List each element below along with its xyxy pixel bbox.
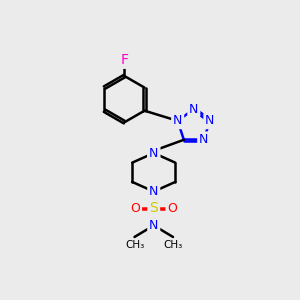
Text: N: N: [149, 146, 158, 160]
Text: N: N: [149, 219, 158, 232]
Text: N: N: [199, 133, 208, 146]
Text: N: N: [205, 114, 214, 128]
Text: N: N: [149, 185, 158, 198]
Text: S: S: [149, 202, 158, 215]
Text: N: N: [189, 103, 199, 116]
Text: O: O: [167, 202, 177, 215]
Text: N: N: [149, 146, 158, 160]
Text: CH₃: CH₃: [164, 240, 183, 250]
Text: O: O: [130, 202, 140, 215]
Text: CH₃: CH₃: [125, 240, 144, 250]
Text: N: N: [173, 114, 182, 128]
Text: F: F: [121, 53, 128, 67]
